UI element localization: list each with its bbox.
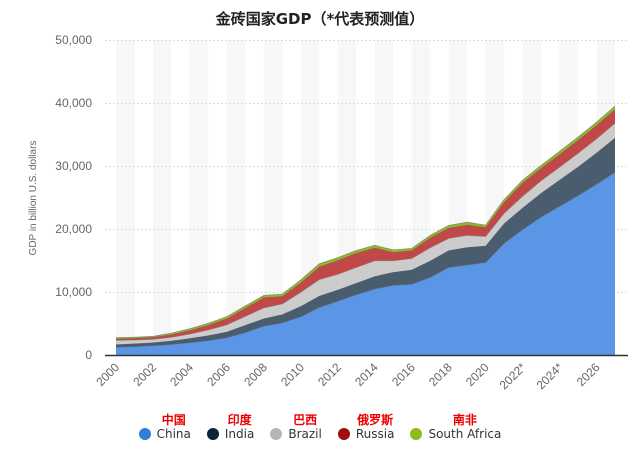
y-tick-label: 40,000	[55, 96, 92, 110]
chart-title: 金砖国家GDP（*代表预测值）	[215, 10, 425, 28]
x-tick-label: 2018	[426, 360, 455, 389]
y-tick-label: 50,000	[55, 33, 92, 47]
legend: 中国 China 印度 India 巴西 Brazil 俄罗斯 Russia 南非 So…	[0, 413, 640, 441]
column-band	[226, 40, 246, 355]
x-tick-label: 2024*	[534, 360, 566, 392]
column-band	[152, 40, 172, 355]
x-tick-label: 2002	[130, 360, 159, 389]
legend-marker-icon	[138, 428, 151, 440]
column-band	[189, 40, 209, 355]
area-china	[116, 172, 615, 355]
x-tick-label: 2016	[389, 360, 418, 389]
legend-label: South Africa	[428, 427, 502, 441]
x-tick-label: 2022*	[497, 360, 529, 392]
x-tick-label: 2000	[93, 360, 122, 389]
area-edge-line	[115, 105, 616, 339]
legend-item-russia[interactable]: 俄罗斯 Russia	[337, 413, 395, 441]
legend-label: Russia	[355, 427, 395, 441]
legend-label-cn: 巴西	[293, 413, 318, 427]
legend-marker-icon	[337, 428, 350, 440]
legend-label-cn: 南非	[452, 413, 477, 427]
legend-label: India	[224, 427, 255, 441]
legend-item-india[interactable]: 印度 India	[206, 413, 255, 441]
y-tick-label: 0	[85, 348, 92, 362]
legend-label-cn: 中国	[161, 413, 186, 427]
x-tick-label: 2012	[315, 360, 344, 389]
stacked-area-chart: 0 10,000 20,000 30,000 40,000 50,000 2000 2002…	[28, 10, 628, 392]
legend-item-brazil[interactable]: 巴西 Brazil	[270, 413, 322, 441]
legend-item-china[interactable]: 中国 China	[138, 413, 191, 441]
column-band	[116, 40, 135, 355]
legend-label-cn: 俄罗斯	[357, 413, 394, 427]
y-tick-label: 30,000	[55, 159, 92, 173]
legend-marker-icon	[270, 428, 283, 440]
legend-marker-icon	[410, 428, 423, 440]
x-tick-label: 2014	[352, 360, 381, 389]
x-tick-label: 2004	[167, 360, 196, 389]
legend-label-cn: 印度	[227, 413, 252, 427]
x-tick-label: 2010	[278, 360, 307, 389]
legend-marker-icon	[206, 428, 219, 440]
x-tick-label: 2008	[241, 360, 270, 389]
y-axis-label: GDP in billion U.S. dollars	[28, 141, 39, 256]
x-tick-label: 2006	[204, 360, 233, 389]
x-tick-label: 2020	[463, 360, 492, 389]
y-tick-label: 10,000	[55, 285, 92, 299]
x-tick-label: 2026	[574, 360, 603, 389]
legend-item-south-africa[interactable]: 南非 South Africa	[410, 413, 501, 441]
column-band	[263, 40, 283, 355]
legend-label: China	[156, 427, 191, 441]
legend-label: Brazil	[288, 427, 322, 441]
y-tick-label: 20,000	[55, 222, 92, 236]
